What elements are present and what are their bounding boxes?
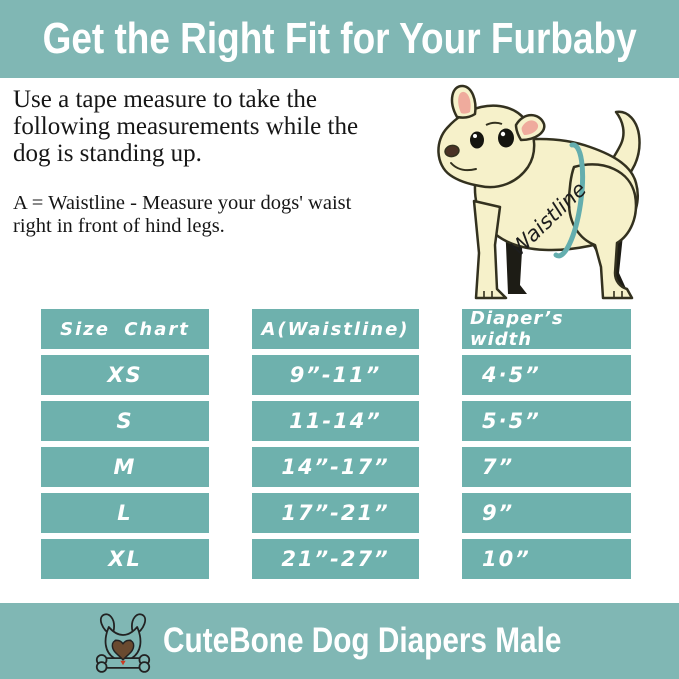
dog-hind-leg: [567, 163, 638, 300]
intro-line: dog is standing up.: [13, 140, 202, 167]
waistline-cell: 11-14”: [252, 401, 419, 441]
dog-brow: [485, 121, 503, 126]
note-line: A = Waistline - Measure your dogs' waist: [13, 192, 352, 214]
dog-toes: [483, 291, 623, 298]
width-cell: 4·5”: [462, 355, 631, 395]
size-cell: XS: [41, 355, 209, 395]
waistline-cell: 14”-17”: [252, 447, 419, 487]
intro-line: following measurements while the: [13, 113, 359, 140]
dog-left-ear-inner: [458, 91, 471, 114]
size-chart-table: Size Chart A(Waistline) Diaper’s width X…: [41, 308, 631, 579]
size-cell: S: [41, 401, 209, 441]
size-cell: M: [41, 447, 209, 487]
brand-name: CuteBone Dog Diapers Male: [163, 621, 562, 660]
width-cell: 10”: [462, 539, 631, 579]
dog-front-leg: [472, 199, 508, 300]
width-cell: 5·5”: [462, 401, 631, 441]
page-title: Get the Right Fit for Your Furbaby: [42, 14, 637, 63]
waistline-cell: 21”-27”: [252, 539, 419, 579]
note-line: right in front of hind legs.: [13, 215, 225, 237]
dog-mouth: [450, 162, 477, 172]
waistline-arc: [553, 142, 586, 259]
size-cell: L: [41, 493, 209, 533]
intro-paragraph: Use a tape measure to take the following…: [13, 86, 358, 167]
dog-right-ear-inner: [521, 120, 539, 135]
heart-nose: [111, 639, 135, 661]
dog-illustration: Waistline: [424, 77, 678, 307]
cutebone-logo: [95, 613, 151, 673]
dog-eye-left: [470, 131, 484, 149]
width-cell: 7”: [462, 447, 631, 487]
intro-line: Use a tape measure to take the: [13, 86, 318, 113]
column-header-size: Size Chart: [41, 309, 209, 349]
waistline-note: A = Waistline - Measure your dogs' waist…: [13, 192, 351, 238]
size-cell: XL: [41, 539, 209, 579]
waistline-cell: 17”-21”: [252, 493, 419, 533]
width-cell: 9”: [462, 493, 631, 533]
tongue: [120, 660, 126, 666]
chihuahua-drawing: Waistline: [437, 84, 641, 300]
column-header-waistline: A(Waistline): [252, 309, 419, 349]
waistline-cell: 9”-11”: [252, 355, 419, 395]
column-header-width: Diaper’s width: [462, 308, 631, 350]
header-banner: Get the Right Fit for Your Furbaby: [0, 0, 679, 78]
bone-icon: [95, 654, 151, 673]
dog-eye-right: [498, 128, 514, 148]
dog-nose: [444, 144, 460, 158]
